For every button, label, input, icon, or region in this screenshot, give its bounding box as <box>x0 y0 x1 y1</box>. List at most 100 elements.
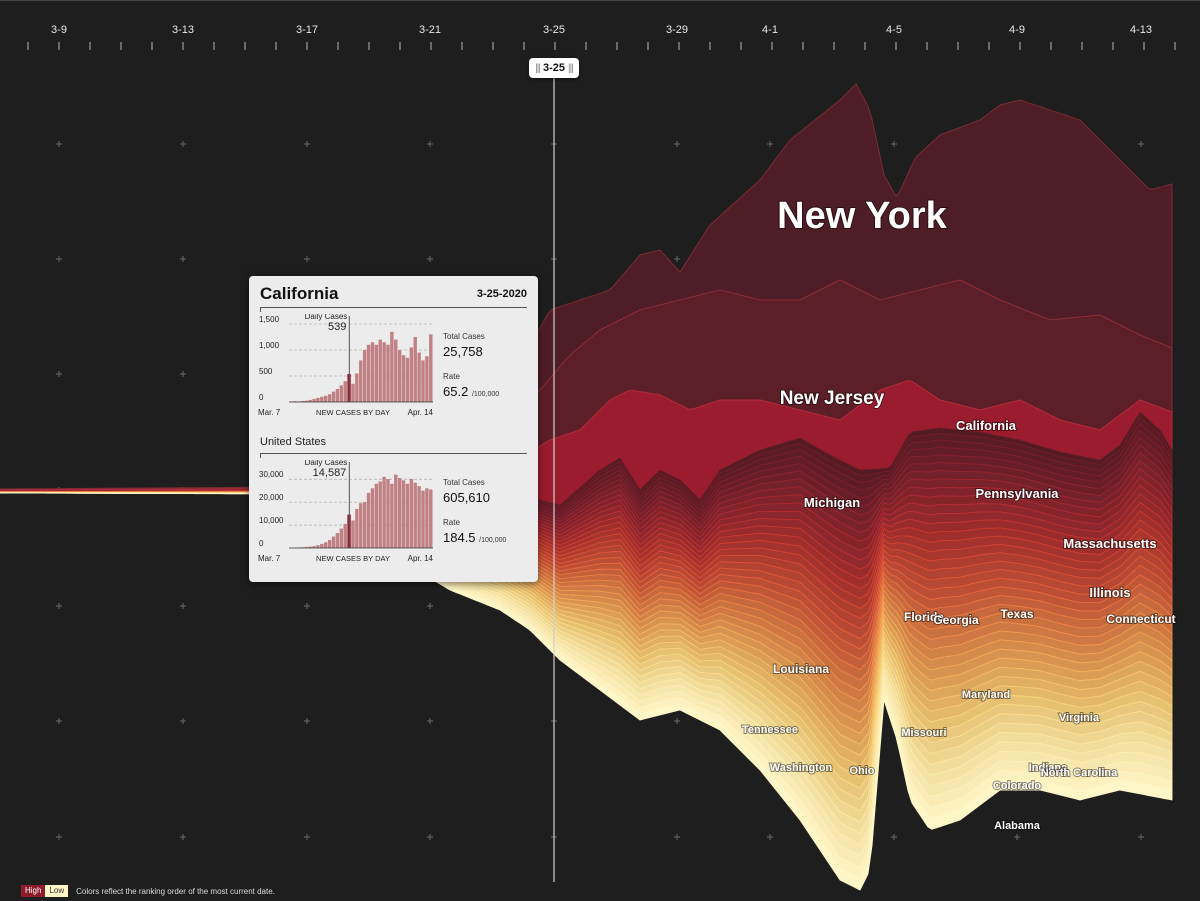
mini-bar <box>304 400 308 402</box>
mini-bar <box>351 520 355 548</box>
mini-bar <box>382 476 386 548</box>
mini-bar <box>409 479 414 548</box>
rate-unit: /100,000 <box>479 537 507 544</box>
mini-bar <box>351 383 355 402</box>
state-label: Colorado <box>993 780 1042 792</box>
grid-plus-marker <box>1138 834 1144 840</box>
date-scrubber-handle[interactable]: ||| 3-25 ||| <box>529 58 579 78</box>
x-tick-label: 3-9 <box>51 24 67 36</box>
mini-bar <box>370 488 375 548</box>
grid-plus-marker <box>427 834 433 840</box>
grid-plus-marker <box>180 141 186 147</box>
mini-bar <box>339 528 343 548</box>
grid-plus-marker <box>304 834 310 840</box>
rate-value: 184.5 <box>443 530 476 545</box>
state-rate: Rate 65.2 /100,000 <box>443 372 499 399</box>
mini-bar <box>362 350 367 402</box>
mini-bar <box>370 342 375 402</box>
state-label: Indiana <box>1029 762 1068 774</box>
mini-bar <box>324 395 328 402</box>
mini-bar <box>312 546 316 548</box>
mini-bar <box>378 339 382 402</box>
grid-plus-marker <box>56 141 62 147</box>
grid-plus-marker <box>767 141 773 147</box>
grip-left-icon: ||| <box>535 62 541 74</box>
state-label: Alabama <box>994 820 1041 832</box>
mini-bar <box>316 397 320 402</box>
state-label: Missouri <box>901 727 946 739</box>
state-label: Washington <box>770 762 833 774</box>
mini-bar <box>343 381 347 402</box>
state-label: Georgia <box>933 613 979 627</box>
daily-cases-label: Daily Cases <box>305 314 348 321</box>
state-label: Ohio <box>849 765 874 777</box>
mini-y-tick-label: 1,500 <box>259 315 280 324</box>
daily-cases-value: 14,587 <box>313 467 347 479</box>
grid-plus-marker <box>674 718 680 724</box>
mini-bar <box>390 483 394 548</box>
country-label: United States <box>260 436 327 448</box>
mini-bar <box>343 523 347 548</box>
state-label: North Carolina <box>1041 767 1118 779</box>
x-tick-label: 4-13 <box>1130 24 1152 36</box>
total-cases-label: Total Cases <box>443 478 485 487</box>
mini-x-start: Mar. 7 <box>258 408 281 417</box>
grid-plus-marker <box>304 718 310 724</box>
state-label: Louisiana <box>773 662 829 676</box>
mini-bar <box>300 400 305 402</box>
state-label: Virginia <box>1059 712 1100 724</box>
mini-bar <box>401 480 406 548</box>
x-tick-label: 4-1 <box>762 24 778 36</box>
mini-bar <box>409 347 414 402</box>
state-tooltip: California 3-25-2020 1,500 1,000 500 0 Daily… <box>249 276 538 582</box>
grid-plus-marker <box>891 834 897 840</box>
mini-bar <box>359 503 363 548</box>
state-label: Florida <box>904 610 944 624</box>
state-label: Illinois <box>1089 585 1130 600</box>
state-label: Michigan <box>804 495 860 510</box>
mini-bar <box>425 488 429 548</box>
mini-bar <box>429 334 433 402</box>
mini-bar <box>331 391 336 402</box>
tooltip-date: 3-25-2020 <box>476 288 527 300</box>
daily-cases-label: Daily Cases <box>305 460 348 467</box>
mini-bar <box>429 489 433 548</box>
mini-y-tick-label: 30,000 <box>259 470 284 479</box>
x-tick-label: 3-13 <box>172 24 194 36</box>
state-label: New York <box>777 195 948 237</box>
tooltip-rule-2 <box>260 453 527 458</box>
grid-plus-marker <box>180 371 186 377</box>
state-labels: New York New Jersey California Michigan Penn… <box>741 194 1177 833</box>
mini-bar <box>386 479 390 548</box>
grid-plus-marker <box>56 371 62 377</box>
x-axis: 3-9 3-13 3-17 3-21 3-25 3-29 4-1 4-5 4-9 4-13 <box>27 24 1176 50</box>
color-legend: High Low Colors reflect the ranking orde… <box>21 885 275 897</box>
grid-plus-marker <box>56 256 62 262</box>
rate-label: Rate <box>443 372 460 381</box>
mini-y-tick-label: 10,000 <box>259 516 284 525</box>
rate-value: 65.2 <box>443 384 469 399</box>
mini-bar <box>397 478 402 548</box>
mini-y-tick-label: 0 <box>259 393 264 402</box>
us-rate: Rate 184.5 /100,000 <box>443 518 506 545</box>
grid-plus-marker <box>674 256 680 262</box>
mini-bar <box>312 398 316 402</box>
legend-high: High <box>21 885 46 897</box>
mini-bar <box>362 502 367 548</box>
total-cases-value: 25,758 <box>443 344 483 359</box>
grid-plus-marker <box>891 141 897 147</box>
mini-bar <box>394 474 398 548</box>
x-tick-label: 3-29 <box>666 24 688 36</box>
state-label: Pennsylvania <box>975 486 1059 501</box>
x-tick-label: 4-9 <box>1009 24 1025 36</box>
mini-bar <box>331 536 336 548</box>
mini-bar <box>316 545 320 548</box>
grid-plus-marker <box>304 141 310 147</box>
total-cases-label: Total Cases <box>443 332 485 341</box>
grid-plus-marker <box>767 834 773 840</box>
mini-bar <box>327 394 332 402</box>
mini-bar <box>378 481 382 548</box>
grid-plus-marker <box>427 603 433 609</box>
